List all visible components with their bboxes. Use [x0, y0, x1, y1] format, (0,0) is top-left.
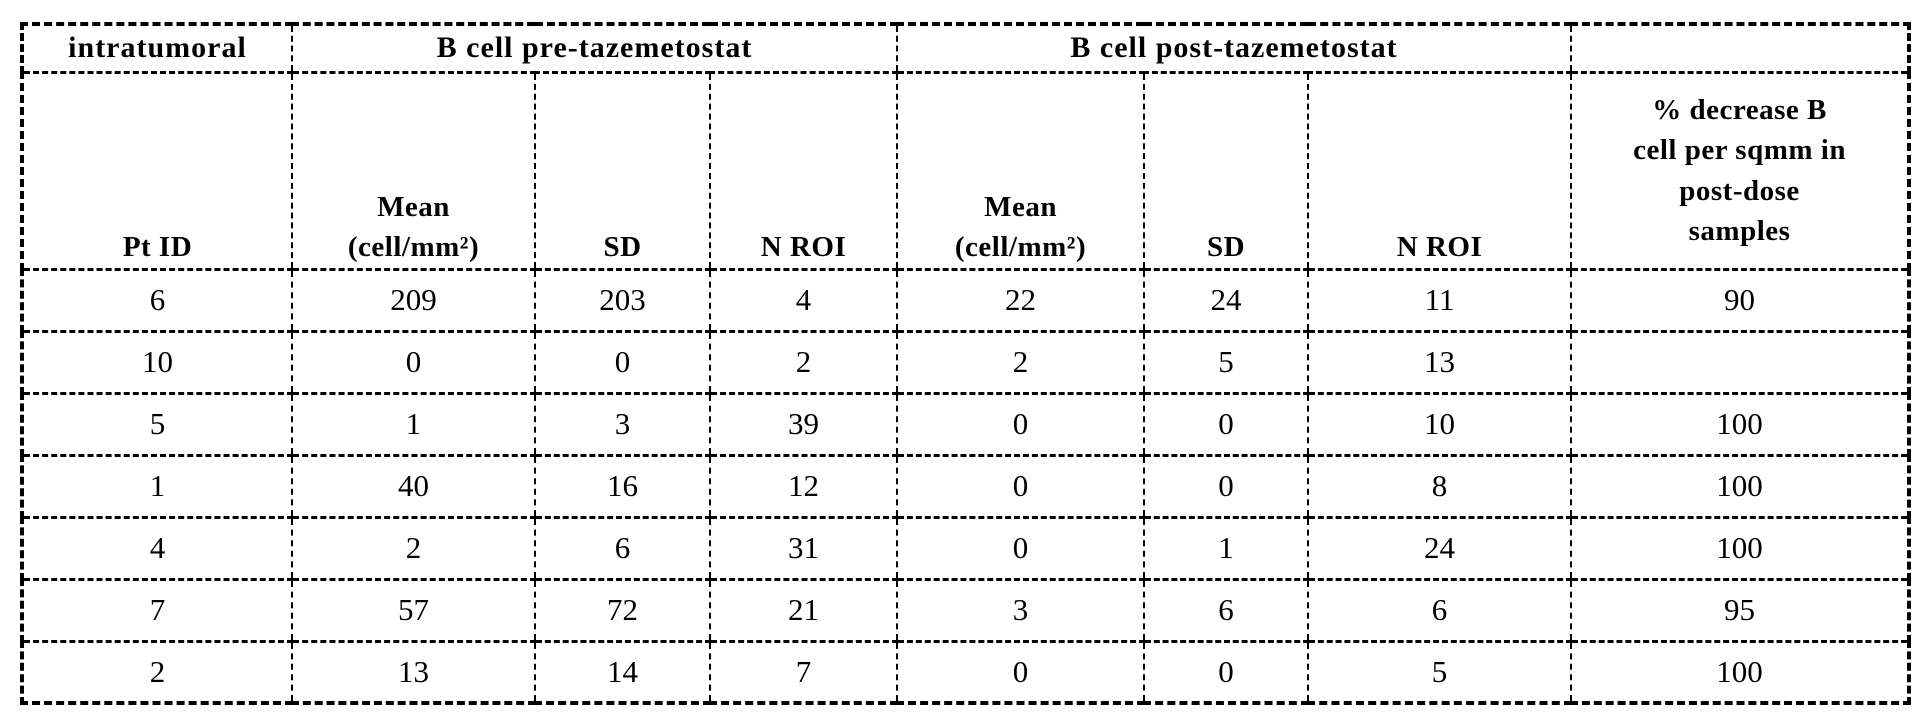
cell-pre-mean: 2: [291, 515, 536, 581]
cell-post-nroi: 11: [1307, 267, 1573, 333]
header-pct-decrease: % decrease B cell per sqmm in post-dose …: [1570, 70, 1911, 271]
table-row-pt2: 2 13 14 7 0 0 5 100: [21, 639, 1911, 705]
cell-post-sd: 5: [1143, 329, 1310, 395]
cell-pre-nroi: 4: [708, 267, 899, 333]
header-mean-pre-line1: Mean: [377, 191, 450, 224]
cell-pre-sd: 3: [534, 391, 711, 457]
cell-pct-decrease: 100: [1570, 453, 1911, 519]
cell-pre-mean: 13: [291, 639, 536, 705]
header-pct-line: % decrease B: [1652, 94, 1827, 127]
table-row-pt4: 4 2 6 31 0 1 24 100: [21, 515, 1911, 581]
cell-post-nroi: 24: [1307, 515, 1573, 581]
column-header-row: Pt ID Mean (cell/mm²) SD N ROI Mean (cel…: [21, 70, 1911, 271]
table-row-pt10: 10 0 0 2 2 5 13: [21, 329, 1911, 395]
cell-pre-sd: 6: [534, 515, 711, 581]
table-row-pt7: 7 57 72 21 3 6 6 95: [21, 577, 1911, 643]
table-row-pt5: 5 1 3 39 0 0 10 100: [21, 391, 1911, 457]
cell-pre-sd: 0: [534, 329, 711, 395]
cell-pre-nroi: 31: [708, 515, 899, 581]
header-pct-line: post-dose: [1679, 174, 1800, 207]
cell-pre-sd: 14: [534, 639, 711, 705]
header-mean-pre: Mean (cell/mm²): [291, 70, 536, 271]
table-row-pt6: 6 209 203 4 22 24 11 90: [21, 267, 1911, 333]
header-sd-pre: SD: [534, 70, 711, 271]
header-pt-id: Pt ID: [21, 70, 293, 271]
cell-pt-id: 7: [21, 577, 293, 643]
header-sd-post: SD: [1143, 70, 1310, 271]
header-mean-post-line1: Mean: [984, 191, 1057, 224]
cell-post-mean: 3: [896, 577, 1146, 643]
cell-pt-id: 1: [21, 453, 293, 519]
cell-post-sd: 24: [1143, 267, 1310, 333]
cell-post-mean: 2: [896, 329, 1146, 395]
cell-pct-decrease: 90: [1570, 267, 1911, 333]
cell-pct-decrease: 95: [1570, 577, 1911, 643]
cell-pct-decrease: 100: [1570, 391, 1911, 457]
cell-pre-sd: 203: [534, 267, 711, 333]
header-pct-group-empty: [1570, 22, 1911, 74]
cell-pre-sd: 16: [534, 453, 711, 519]
cell-post-mean: 22: [896, 267, 1146, 333]
table-row-pt1: 1 40 16 12 0 0 8 100: [21, 453, 1911, 519]
header-mean-pre-line2: (cell/mm²): [347, 231, 480, 264]
group-header-row: intratumoral B cell pre-tazemetostat B c…: [21, 22, 1911, 74]
cell-pct-decrease: [1570, 329, 1911, 395]
cell-pre-nroi: 21: [708, 577, 899, 643]
header-mean-post-line2: (cell/mm²): [954, 231, 1087, 264]
cell-post-sd: 0: [1143, 639, 1310, 705]
cell-post-sd: 1: [1143, 515, 1310, 581]
cell-post-mean: 0: [896, 453, 1146, 519]
header-nroi-pre: N ROI: [708, 70, 899, 271]
cell-pre-nroi: 7: [708, 639, 899, 705]
header-pct-line: samples: [1688, 214, 1791, 247]
cell-pre-nroi: 12: [708, 453, 899, 519]
header-intratumoral: intratumoral: [21, 22, 293, 74]
cell-pct-decrease: 100: [1570, 515, 1911, 581]
cell-pre-sd: 72: [534, 577, 711, 643]
cell-post-nroi: 6: [1307, 577, 1573, 643]
cell-pt-id: 10: [21, 329, 293, 395]
header-pct-line: cell per sqmm in: [1633, 134, 1846, 167]
header-post-tazemetostat: B cell post-tazemetostat: [896, 22, 1573, 74]
cell-pt-id: 6: [21, 267, 293, 333]
cell-post-nroi: 13: [1307, 329, 1573, 395]
cell-post-mean: 0: [896, 639, 1146, 705]
cell-pre-mean: 209: [291, 267, 536, 333]
cell-post-nroi: 8: [1307, 453, 1573, 519]
cell-pre-mean: 0: [291, 329, 536, 395]
header-pre-tazemetostat: B cell pre-tazemetostat: [290, 22, 899, 74]
cell-pre-mean: 40: [291, 453, 536, 519]
cell-post-mean: 0: [896, 391, 1146, 457]
b-cell-intratumoral-table: intratumoral B cell pre-tazemetostat B c…: [20, 22, 1912, 705]
cell-pre-nroi: 2: [708, 329, 899, 395]
cell-post-sd: 0: [1143, 453, 1310, 519]
header-mean-post: Mean (cell/mm²): [896, 70, 1146, 271]
cell-pre-nroi: 39: [708, 391, 899, 457]
header-nroi-post: N ROI: [1307, 70, 1573, 271]
cell-post-sd: 6: [1143, 577, 1310, 643]
cell-post-mean: 0: [896, 515, 1146, 581]
cell-post-sd: 0: [1143, 391, 1310, 457]
cell-pre-mean: 57: [291, 577, 536, 643]
cell-post-nroi: 5: [1307, 639, 1573, 705]
cell-pct-decrease: 100: [1570, 639, 1911, 705]
cell-post-nroi: 10: [1307, 391, 1573, 457]
cell-pt-id: 2: [21, 639, 293, 705]
cell-pt-id: 5: [21, 391, 293, 457]
cell-pt-id: 4: [21, 515, 293, 581]
cell-pre-mean: 1: [291, 391, 536, 457]
